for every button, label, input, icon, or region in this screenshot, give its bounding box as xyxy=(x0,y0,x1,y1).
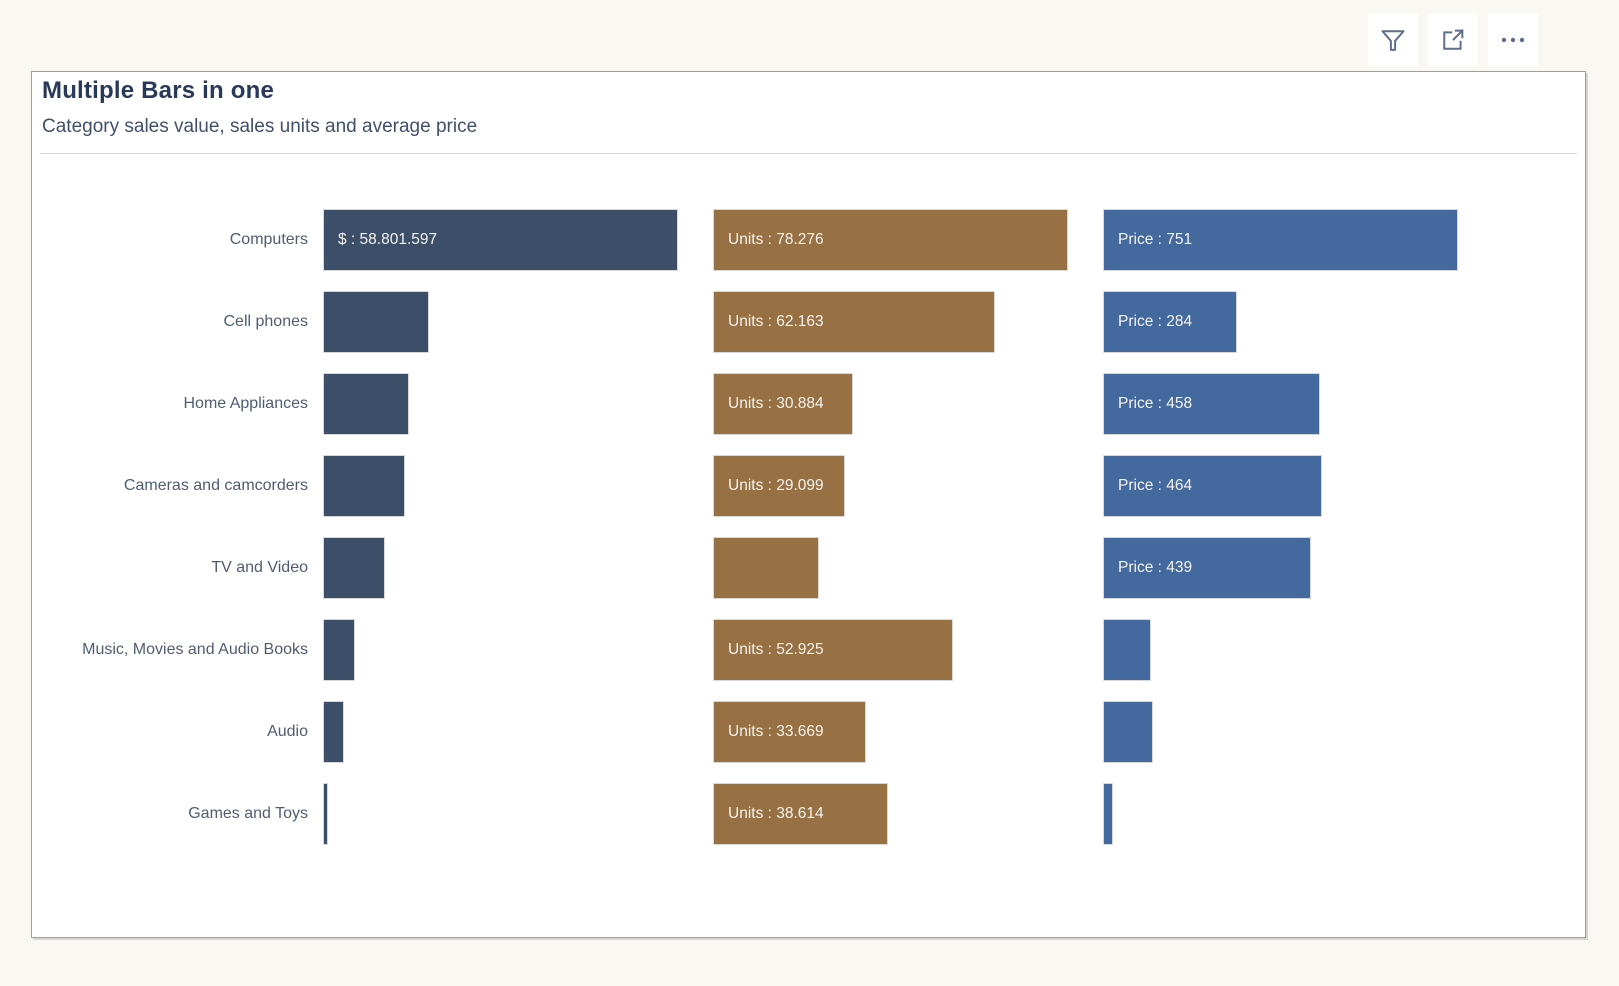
bar-units[interactable] xyxy=(713,537,819,599)
header-divider xyxy=(40,153,1577,154)
category-label: Computers xyxy=(229,231,308,248)
bar-value-label: Units : 33.669 xyxy=(728,723,824,740)
bar-price[interactable] xyxy=(1103,701,1153,763)
bar-value-label: Units : 78.276 xyxy=(728,231,824,248)
bar-price[interactable]: Price : 751 xyxy=(1103,209,1458,271)
category-label: TV and Video xyxy=(211,559,308,576)
bar-units[interactable]: Units : 62.163 xyxy=(713,291,995,353)
page-subtitle: Category sales value, sales units and av… xyxy=(42,116,478,137)
bar-price[interactable]: Price : 439 xyxy=(1103,537,1311,599)
bar-units[interactable]: Units : 38.614 xyxy=(713,783,888,845)
more-options-button[interactable] xyxy=(1488,14,1538,66)
more-options-icon xyxy=(1498,26,1528,54)
bar-value-label: Price : 458 xyxy=(1118,395,1193,412)
bar-sales[interactable] xyxy=(323,291,429,353)
bar-value-label: Units : 29.099 xyxy=(728,477,824,494)
bar-units[interactable]: Units : 29.099 xyxy=(713,455,845,517)
bar-units[interactable]: Units : 78.276 xyxy=(713,209,1068,271)
bar-value-label: Price : 439 xyxy=(1118,559,1193,576)
bar-sales[interactable] xyxy=(323,783,328,845)
bar-sales[interactable]: $ : 58.801.597 xyxy=(323,209,678,271)
bar-units[interactable]: Units : 30.884 xyxy=(713,373,853,435)
bar-value-label: $ : 58.801.597 xyxy=(338,231,438,248)
category-label: Cell phones xyxy=(223,313,309,330)
page-title: Multiple Bars in one xyxy=(42,77,275,104)
bar-price[interactable]: Price : 284 xyxy=(1103,291,1237,353)
bar-sales[interactable] xyxy=(323,455,405,517)
bar-sales[interactable] xyxy=(323,619,355,681)
bar-sales[interactable] xyxy=(323,537,385,599)
bar-value-label: Price : 464 xyxy=(1118,477,1193,494)
bar-units[interactable]: Units : 33.669 xyxy=(713,701,866,763)
bar-value-label: Units : 38.614 xyxy=(728,805,824,822)
category-label: Home Appliances xyxy=(183,395,308,412)
bar-value-label: Price : 284 xyxy=(1118,313,1193,330)
visual-header-toolbar xyxy=(1368,14,1538,66)
category-label: Cameras and camcorders xyxy=(123,477,308,494)
bar-value-label: Units : 62.163 xyxy=(728,313,824,330)
focus-mode-icon xyxy=(1439,26,1467,54)
bar-units[interactable]: Units : 52.925 xyxy=(713,619,953,681)
bar-value-label: Units : 30.884 xyxy=(728,395,824,412)
category-label: Games and Toys xyxy=(188,805,308,822)
visual-card: Multiple Bars in one Category sales valu… xyxy=(31,71,1586,938)
bar-value-label: Units : 52.925 xyxy=(728,641,824,658)
bar-price[interactable]: Price : 458 xyxy=(1103,373,1320,435)
category-label: Music, Movies and Audio Books xyxy=(82,641,308,658)
focus-mode-button[interactable] xyxy=(1428,14,1478,66)
filter-button[interactable] xyxy=(1368,14,1418,66)
bar-price[interactable]: Price : 464 xyxy=(1103,455,1322,517)
filter-icon xyxy=(1379,26,1407,54)
category-label: Audio xyxy=(267,723,308,740)
bar-price[interactable] xyxy=(1103,783,1113,845)
bar-value-label: Price : 751 xyxy=(1118,231,1193,248)
bar-sales[interactable] xyxy=(323,373,409,435)
bar-chart: Computers $ : 58.801.597 Units : 78.276 Pri… xyxy=(32,209,1585,869)
bar-sales[interactable] xyxy=(323,701,344,763)
bar-price[interactable] xyxy=(1103,619,1151,681)
